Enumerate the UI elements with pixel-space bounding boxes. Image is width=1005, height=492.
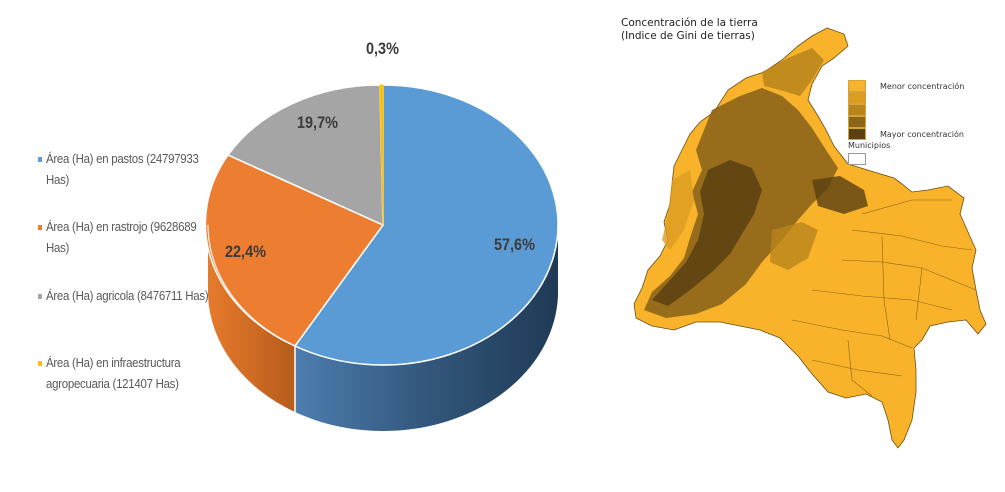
legend-swatch-municipios <box>848 153 866 165</box>
pie-side-pastos <box>295 225 558 432</box>
gini-map-panel: Concentración de la tierra (Indice de Gi… <box>612 0 1005 492</box>
legend-swatch-3 <box>848 104 866 116</box>
legend-item-pastos: Área (Ha) en pastos (24797933 Has) <box>38 148 238 190</box>
legend-swatch-2 <box>848 92 866 104</box>
map-region-north <box>762 48 824 96</box>
legend-swatch-blue <box>38 157 42 162</box>
map-title-line2: (Indice de Gini de tierras) <box>621 30 755 42</box>
pie-slice-infraestructura[interactable] <box>379 84 384 226</box>
legend-item-infraestructura: Área (Ha) en infraestructura agropecuari… <box>38 352 238 394</box>
map-region-pacific <box>662 170 694 250</box>
legend-swatch-yellow <box>38 361 42 366</box>
map-region-andes-darkest <box>652 160 762 306</box>
legend-low-label: Menor concentración <box>880 82 965 91</box>
map-region-east-dark <box>812 176 868 214</box>
label-pastos: 57,6% <box>494 236 535 254</box>
label-agricola: 19,7% <box>297 114 338 132</box>
legend-text: Área (Ha) en pastos (24797933 Has) <box>46 151 199 187</box>
legend-high-label: Mayor concentración <box>880 130 964 139</box>
label-infraestructura: 0,3% <box>366 40 399 58</box>
legend-swatch-gray <box>38 294 42 299</box>
map-boundaries <box>791 199 977 397</box>
legend-text: Área (Ha) en rastrojo (9628689 Has) <box>46 219 197 255</box>
map-title: Concentración de la tierra (Indice de Gi… <box>621 17 758 43</box>
legend-municipios-label: Municipios <box>848 141 891 150</box>
map-region-east-mid <box>770 222 818 270</box>
pie-slice-agricola[interactable] <box>226 84 384 227</box>
legend-text: Área (Ha) agricola (8476711 Has) <box>46 288 209 303</box>
legend-text: Área (Ha) en infraestructura agropecuari… <box>46 355 181 391</box>
pie-chart-panel: 57,6% 22,4% 19,7% 0,3% Área (Ha) en past… <box>38 40 559 432</box>
legend-item-agricola: Área (Ha) agricola (8476711 Has) <box>38 285 238 306</box>
colombia-map <box>633 27 987 449</box>
legend-swatch-5 <box>848 128 866 140</box>
pie-chart: 57,6% 22,4% 19,7% 0,3% <box>204 40 559 432</box>
legend-swatch-4 <box>848 116 866 128</box>
label-rastrojo: 22,4% <box>225 243 266 261</box>
legend-item-rastrojo: Área (Ha) en rastrojo (9628689 Has) <box>38 216 238 258</box>
legend-swatch-1 <box>848 80 866 92</box>
map-title-line1: Concentración de la tierra <box>621 17 758 29</box>
legend-swatch-orange <box>38 225 42 230</box>
